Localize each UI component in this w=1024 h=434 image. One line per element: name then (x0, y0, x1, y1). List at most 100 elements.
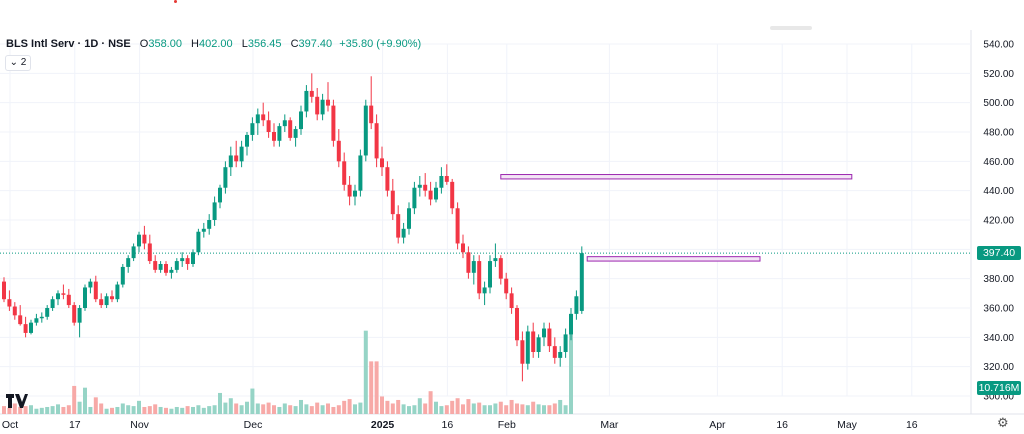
volume-bar (401, 404, 406, 414)
candle-body (369, 105, 374, 124)
volume-bar (115, 406, 120, 414)
price-tick-label: 480.00 (983, 128, 1014, 139)
volume-bar (66, 405, 71, 414)
candle-body (542, 328, 546, 338)
time-tick-label: Apr (709, 419, 726, 431)
volume-bar (558, 399, 563, 414)
candle-body (428, 190, 433, 200)
volume-bar (482, 405, 487, 414)
volume-bar (61, 406, 66, 414)
candle-body (272, 132, 276, 141)
volume-bar (239, 405, 244, 414)
volume-bar (7, 407, 12, 414)
volume-bar (552, 403, 557, 414)
volume-bar (56, 404, 60, 414)
volume-bar (326, 403, 330, 414)
price-tick-label: 520.00 (983, 69, 1014, 80)
candle-body (77, 308, 82, 323)
volume-bar (191, 406, 195, 414)
candle-body (466, 252, 471, 273)
symbol-title: BLS Intl Serv · 1D · NSE (6, 38, 131, 50)
candle-body (353, 190, 357, 197)
candle-body (277, 126, 282, 141)
candle-body (83, 287, 87, 308)
candle-body (407, 208, 411, 229)
volume-bar (304, 404, 309, 414)
candle-body (471, 261, 476, 273)
volume-bar (547, 405, 552, 414)
candle-body (147, 243, 152, 262)
candle-body (255, 114, 260, 124)
candle-body (380, 158, 384, 168)
volume-bar (293, 406, 298, 414)
price-tick-label: 340.00 (983, 333, 1014, 344)
volume-bar (569, 320, 573, 414)
volume-bar (488, 405, 492, 414)
candle-body (326, 99, 330, 106)
candle-body (304, 90, 309, 112)
candle-body (153, 261, 158, 270)
price-axis: 300.00320.00340.00360.00380.00400.00420.… (983, 40, 1014, 403)
time-tick-label: Mar (600, 419, 619, 431)
candle-body (39, 316, 44, 319)
tradingview-logo-icon[interactable] (6, 394, 28, 410)
candle-body (45, 308, 50, 317)
volume-bar (315, 402, 320, 414)
candle-body (461, 243, 465, 253)
volume-bar (374, 361, 379, 414)
volume-bar (234, 403, 239, 414)
candle-body (266, 120, 271, 132)
volume-bar (99, 403, 104, 414)
volume-bar (299, 399, 303, 414)
candle-body (401, 228, 406, 238)
volume-bar (45, 406, 50, 414)
volume-bar (153, 404, 158, 414)
volume-bar (380, 396, 384, 414)
volume-bar (563, 405, 568, 414)
volume-bar (131, 406, 136, 414)
candle-body (180, 258, 185, 262)
price-tick-label: 440.00 (983, 186, 1014, 197)
volume-bar (450, 400, 455, 414)
candle-body (488, 261, 492, 288)
candle-body (558, 352, 563, 358)
volume-bar (493, 403, 498, 414)
candle-body (185, 258, 190, 264)
time-tick-label: 2025 (371, 419, 395, 431)
close-value: 397.40 (298, 38, 333, 50)
candle-body (342, 161, 347, 185)
candle-body (2, 281, 6, 300)
candle-body (61, 293, 66, 295)
volume-bar (261, 404, 266, 414)
volume-bar (369, 361, 374, 414)
gear-icon[interactable]: ⚙ (997, 415, 1009, 430)
candle-body (531, 331, 536, 352)
candle-body (142, 234, 147, 244)
candle-body (131, 246, 136, 259)
candle-body (250, 123, 255, 135)
low-value: 356.45 (247, 38, 282, 50)
candle-body (72, 305, 77, 323)
candle-body (444, 176, 449, 182)
volume-bar (504, 405, 509, 414)
time-tick-label: Dec (244, 419, 263, 431)
candle-body (99, 299, 104, 306)
volume-bar (336, 405, 341, 414)
candle-body (299, 111, 303, 130)
price-tick-label: 460.00 (983, 157, 1014, 168)
indicator-collapse-button[interactable]: ⌄ 2 (5, 55, 31, 71)
open-label: O (139, 38, 149, 50)
candle-body (7, 299, 12, 307)
candle-body (504, 278, 509, 294)
volume-bar (471, 403, 476, 414)
volume-bar (272, 405, 276, 414)
candle-body (552, 346, 557, 358)
volume-bar (358, 402, 363, 414)
candle-body (218, 187, 222, 203)
volume-bar (218, 392, 222, 414)
volume-bar (104, 408, 109, 414)
candle-body (245, 134, 249, 147)
volume-bar (169, 408, 174, 414)
candle-body (164, 264, 168, 273)
